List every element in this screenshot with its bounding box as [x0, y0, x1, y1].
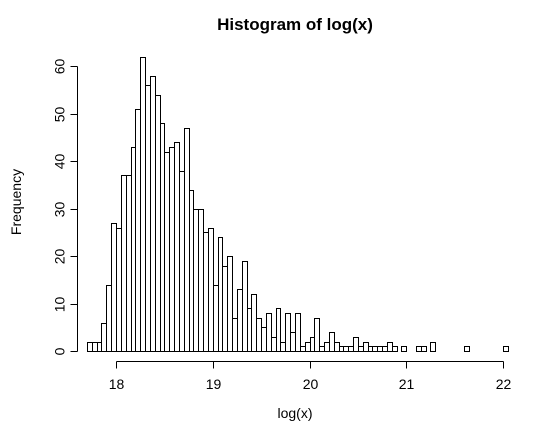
histogram-bar	[430, 342, 436, 352]
x-axis: 18 19 20 21 22	[109, 361, 512, 392]
histogram-bar	[416, 346, 422, 352]
x-tick-label: 21	[399, 376, 415, 392]
chart-title: Histogram of log(x)	[217, 15, 373, 34]
histogram-bar	[363, 342, 369, 352]
histogram-bar	[242, 261, 248, 352]
histogram-bar	[421, 346, 427, 352]
histogram-bar	[208, 228, 214, 352]
histogram-bars	[87, 57, 509, 352]
y-tick-label: 20	[52, 249, 68, 265]
histogram-bar	[101, 323, 107, 352]
histogram-bar	[285, 313, 291, 352]
histogram-bar	[353, 337, 359, 352]
histogram-bar	[280, 342, 286, 352]
histogram-bar	[232, 318, 238, 352]
histogram-bar	[305, 342, 311, 352]
histogram-bar	[189, 190, 194, 352]
histogram-bar	[179, 171, 185, 352]
histogram-bar	[247, 308, 252, 352]
histogram-bar	[464, 346, 470, 352]
histogram-bar	[295, 313, 301, 352]
histogram-bar	[372, 346, 378, 352]
histogram-bar	[155, 95, 161, 352]
y-tick-label: 10	[52, 297, 68, 313]
histogram-bar	[121, 175, 127, 352]
histogram-bar	[213, 285, 219, 352]
histogram-bar	[392, 346, 398, 352]
histogram-bar	[169, 147, 175, 352]
histogram-bar	[382, 346, 388, 352]
y-tick-label: 50	[52, 107, 68, 123]
histogram-bar	[261, 327, 267, 352]
histogram-bar	[300, 346, 306, 352]
histogram-bar	[198, 209, 204, 352]
histogram-bar	[329, 332, 335, 352]
x-tick-label: 22	[496, 376, 512, 392]
histogram-bar	[97, 342, 102, 352]
histogram-bar	[256, 318, 262, 352]
histogram-bar	[203, 232, 209, 352]
histogram-bar	[314, 318, 320, 352]
histogram-bar	[343, 346, 349, 352]
histogram-bar	[116, 228, 122, 352]
y-tick-label: 60	[52, 59, 68, 75]
y-tick-label: 0	[52, 347, 68, 355]
histogram-bar	[348, 346, 354, 352]
histogram-bar	[358, 346, 364, 352]
histogram-bar	[184, 128, 190, 352]
histogram-bar	[324, 342, 330, 352]
histogram-bar	[140, 57, 146, 352]
y-axis: 0 10 20 30 40 50 60	[52, 59, 78, 355]
x-tick-label: 19	[206, 376, 222, 392]
histogram-bar	[237, 289, 243, 352]
histogram-bar	[339, 346, 344, 352]
histogram-bar	[227, 256, 233, 352]
y-tick-label: 30	[52, 202, 68, 218]
y-axis-label: Frequency	[8, 169, 24, 235]
histogram-bar	[145, 85, 151, 352]
histogram-bar	[310, 337, 315, 352]
histogram-bar	[266, 313, 272, 352]
histogram-bar	[111, 223, 117, 352]
histogram-bar	[193, 209, 199, 352]
histogram-bar	[164, 152, 170, 352]
histogram-bar	[106, 285, 112, 352]
histogram-bar	[174, 142, 180, 352]
histogram-bar	[222, 266, 228, 352]
x-axis-label: log(x)	[277, 405, 312, 421]
histogram-bar	[218, 237, 223, 352]
histogram-bar	[319, 346, 325, 352]
histogram-bar	[126, 175, 132, 352]
histogram-bar	[87, 342, 93, 352]
histogram-bar	[150, 76, 156, 352]
histogram-bar	[131, 147, 136, 352]
histogram-bar	[368, 346, 373, 352]
histogram-bar	[401, 346, 407, 352]
histogram-bar	[271, 337, 277, 352]
histogram-bar	[160, 123, 165, 352]
x-tick-label: 20	[303, 376, 319, 392]
histogram-bar	[377, 346, 383, 352]
histogram-bar	[503, 346, 509, 352]
histogram-bar	[290, 332, 296, 352]
histogram-bar	[92, 342, 98, 352]
histogram-bar	[387, 342, 393, 352]
histogram-bar	[135, 109, 141, 352]
histogram-bar	[276, 308, 281, 352]
histogram-bar	[334, 342, 340, 352]
x-tick-label: 18	[109, 376, 125, 392]
histogram-bar	[251, 294, 257, 352]
y-tick-label: 40	[52, 154, 68, 170]
